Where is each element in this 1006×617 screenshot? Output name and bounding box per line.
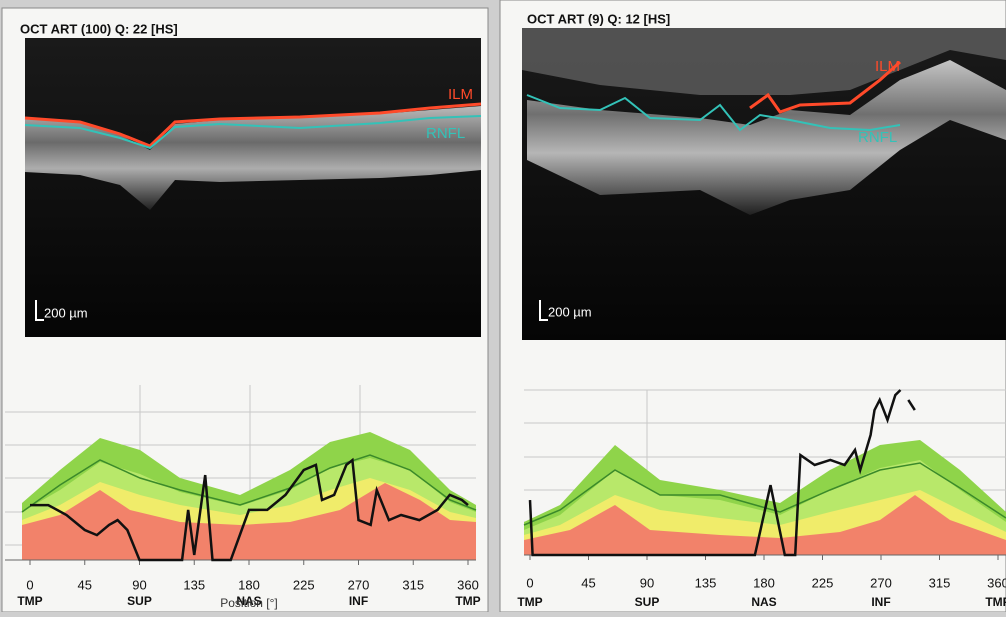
panel-header: OCT ART (9) Q: 12 [HS] xyxy=(527,11,670,26)
x-tick-label: 270 xyxy=(870,575,892,590)
x-tick-label: 315 xyxy=(929,575,951,590)
x-tick-label: 0 xyxy=(526,575,533,590)
abnormal-band xyxy=(22,483,476,560)
position-label: TMP xyxy=(517,595,542,609)
scale-label: 200 µm xyxy=(44,305,88,320)
scale-label: 200 µm xyxy=(548,304,592,319)
position-label: TMP xyxy=(455,594,480,608)
x-tick-label: 180 xyxy=(238,577,260,592)
x-tick-label: 360 xyxy=(987,575,1006,590)
x-tick-label: 90 xyxy=(640,575,654,590)
thickness-line xyxy=(30,457,469,562)
x-tick-label: 360 xyxy=(457,577,479,592)
x-tick-label: 225 xyxy=(293,577,315,592)
position-label: SUP xyxy=(127,594,152,608)
ilm-line xyxy=(749,60,902,114)
x-tick-label: 135 xyxy=(695,575,717,590)
x-tick-label: 135 xyxy=(183,577,205,592)
rnfl-line xyxy=(24,115,482,150)
ilm-line xyxy=(24,102,482,148)
x-tick-label: 45 xyxy=(78,577,92,592)
ilm-label: ILM xyxy=(448,86,473,103)
x-tick-label: 45 xyxy=(581,575,595,590)
retina-layer xyxy=(527,60,1006,215)
scale-bar xyxy=(35,300,44,321)
position-label: INF xyxy=(349,594,368,608)
rnfl-label: RNFL xyxy=(858,129,897,146)
x-tick-label: 270 xyxy=(348,577,370,592)
noise-layer xyxy=(522,28,1006,95)
scale-bar xyxy=(539,300,548,321)
x-tick-label: 0 xyxy=(26,577,33,592)
panel-header: OCT ART (100) Q: 22 [HS] xyxy=(20,21,178,36)
x-tick-label: 315 xyxy=(402,577,424,592)
abnormal-band xyxy=(524,495,1006,555)
ilm-label: ILM xyxy=(875,58,900,75)
position-label: TMP xyxy=(985,595,1006,609)
thickness-line xyxy=(907,399,916,411)
position-label: NAS xyxy=(751,595,776,609)
x-tick-label: 225 xyxy=(812,575,834,590)
x-axis-label: Position [°] xyxy=(220,596,278,610)
rnfl-label: RNFL xyxy=(426,125,465,142)
x-tick-label: 90 xyxy=(132,577,146,592)
thickness-line xyxy=(528,389,902,557)
mean-line xyxy=(21,454,477,513)
position-label: SUP xyxy=(635,595,660,609)
rnfl-line xyxy=(526,94,901,132)
position-label: NAS xyxy=(236,594,261,608)
scan-image xyxy=(25,38,481,337)
retina-layer xyxy=(25,106,481,210)
position-label: INF xyxy=(871,595,890,609)
position-label: TMP xyxy=(17,594,42,608)
x-tick-label: 180 xyxy=(753,575,775,590)
mean-line xyxy=(523,462,1006,526)
